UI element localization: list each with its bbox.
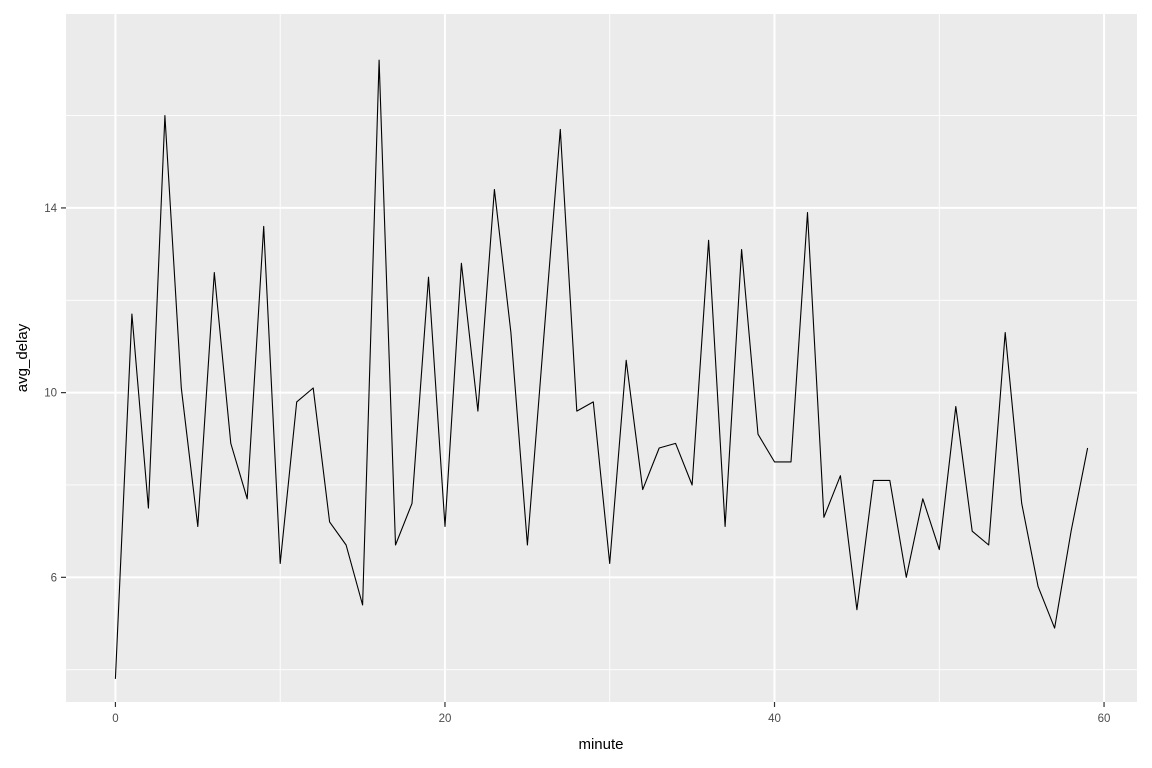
y-tick-label: 14 <box>44 203 57 215</box>
x-tick-label: 40 <box>768 713 781 725</box>
x-axis-title: minute <box>578 736 623 753</box>
x-axis: 0 20 40 60 <box>112 702 1110 725</box>
y-axis-title: avg_delay <box>14 323 31 392</box>
series-line <box>114 59 1089 679</box>
x-tick-label: 60 <box>1098 713 1111 725</box>
x-tick-label: 0 <box>112 713 118 725</box>
plot-panel <box>66 14 1137 702</box>
y-tick-label: 6 <box>51 572 57 584</box>
major-gridlines <box>66 14 1137 702</box>
y-axis: 6 10 14 <box>44 203 66 584</box>
x-tick-label: 20 <box>439 713 452 725</box>
y-tick-label: 10 <box>44 388 57 400</box>
